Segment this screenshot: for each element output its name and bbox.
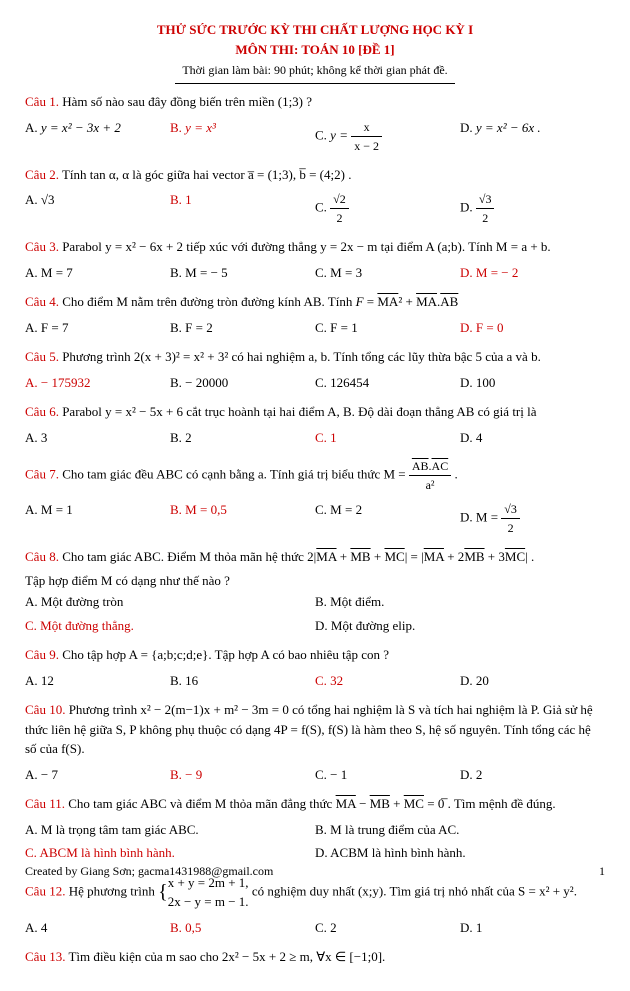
q1-a: A. y = x² − 3x + 2 (25, 116, 170, 157)
q2-c: C. √22 (315, 188, 460, 229)
exam-title-2: MÔN THI: TOÁN 10 [ĐỀ 1] (25, 40, 605, 60)
q1-d: D. y = x² − 6x . (460, 116, 605, 157)
q4-c: C. F = 1 (315, 316, 460, 340)
page-number: 1 (599, 862, 605, 880)
exam-subtitle: Thời gian làm bài: 90 phút; không kể thờ… (25, 61, 605, 79)
q4-a: A. F = 7 (25, 316, 170, 340)
q5-c: C. 126454 (315, 371, 460, 395)
q11-d: D. ACBM là hình bình hành. (315, 841, 605, 865)
q5-b: B. − 20000 (170, 371, 315, 395)
q12-b: B. 0,5 (170, 916, 315, 940)
footer-credit: Created by Giang Sơn; gacma1431988@gmail… (25, 862, 273, 880)
q9-c: C. 32 (315, 669, 460, 693)
q6-a: A. 3 (25, 426, 170, 450)
q11-c: C. ABCM là hình bình hành. (25, 841, 315, 865)
q2-d: D. √32 (460, 188, 605, 229)
q11-b: B. M là trung điểm của AC. (315, 818, 605, 842)
q1-b: B. y = x³ (170, 116, 315, 157)
q6-b: B. 2 (170, 426, 315, 450)
q6-d: D. 4 (460, 426, 605, 450)
q3-c: C. M = 3 (315, 261, 460, 285)
q9-a: A. 12 (25, 669, 170, 693)
question-3: Câu 3. Parabol y = x² − 6x + 2 tiếp xúc … (25, 237, 605, 257)
q10-a: A. − 7 (25, 763, 170, 787)
q4-b: B. F = 2 (170, 316, 315, 340)
question-9: Câu 9. Cho tập hợp A = {a;b;c;d;e}. Tập … (25, 645, 605, 665)
question-5: Câu 5. Phương trình 2(x + 3)² = x² + 3² … (25, 347, 605, 367)
q7-b: B. M = 0,5 (170, 498, 315, 539)
question-13: Câu 13. Tìm điều kiện của m sao cho 2x² … (25, 947, 605, 967)
question-2: Câu 2. Tính tan α, α là góc giữa hai vec… (25, 165, 605, 185)
q2-b: B. 1 (170, 188, 315, 229)
q10-b: B. − 9 (170, 763, 315, 787)
q1-c: C. y = xx − 2 (315, 116, 460, 157)
divider (175, 83, 455, 84)
question-7: Câu 7. Cho tam giác đều ABC có cạnh bằng… (25, 457, 605, 494)
question-6: Câu 6. Parabol y = x² − 5x + 6 cắt trục … (25, 402, 605, 422)
q8-sub: Tập hợp điểm M có dạng như thế nào ? (25, 571, 605, 591)
q5-d: D. 100 (460, 371, 605, 395)
question-1: Câu 1. Hàm số nào sau đây đồng biến trên… (25, 92, 605, 112)
q4-d: D. F = 0 (460, 316, 605, 340)
q7-d: D. M = √32 (460, 498, 605, 539)
q11-a: A. M là trọng tâm tam giác ABC. (25, 818, 315, 842)
exam-title-1: THỬ SỨC TRƯỚC KỲ THI CHẤT LƯỢNG HỌC KỲ I (25, 20, 605, 40)
q12-c: C. 2 (315, 916, 460, 940)
question-8: Câu 8. Cho tam giác ABC. Điểm M thỏa mãn… (25, 547, 605, 567)
q8-c: C. Một đường thẳng. (25, 614, 315, 638)
q2-a: A. √3 (25, 188, 170, 229)
q3-a: A. M = 7 (25, 261, 170, 285)
q6-c: C. 1 (315, 426, 460, 450)
question-10: Câu 10. Phương trình x² − 2(m−1)x + m² −… (25, 700, 605, 759)
question-11: Câu 11. Cho tam giác ABC và điểm M thỏa … (25, 794, 605, 814)
q7-a: A. M = 1 (25, 498, 170, 539)
q10-d: D. 2 (460, 763, 605, 787)
q9-d: D. 20 (460, 669, 605, 693)
q9-b: B. 16 (170, 669, 315, 693)
q12-a: A. 4 (25, 916, 170, 940)
question-4: Câu 4. Cho điểm M nằm trên đường tròn đư… (25, 292, 605, 312)
q7-c: C. M = 2 (315, 498, 460, 539)
q5-a: A. − 175932 (25, 371, 170, 395)
q8-b: B. Một điểm. (315, 590, 605, 614)
q10-c: C. − 1 (315, 763, 460, 787)
q8-a: A. Một đường tròn (25, 590, 315, 614)
q12-d: D. 1 (460, 916, 605, 940)
q8-d: D. Một đường elip. (315, 614, 605, 638)
q3-d: D. M = − 2 (460, 261, 605, 285)
q3-b: B. M = − 5 (170, 261, 315, 285)
